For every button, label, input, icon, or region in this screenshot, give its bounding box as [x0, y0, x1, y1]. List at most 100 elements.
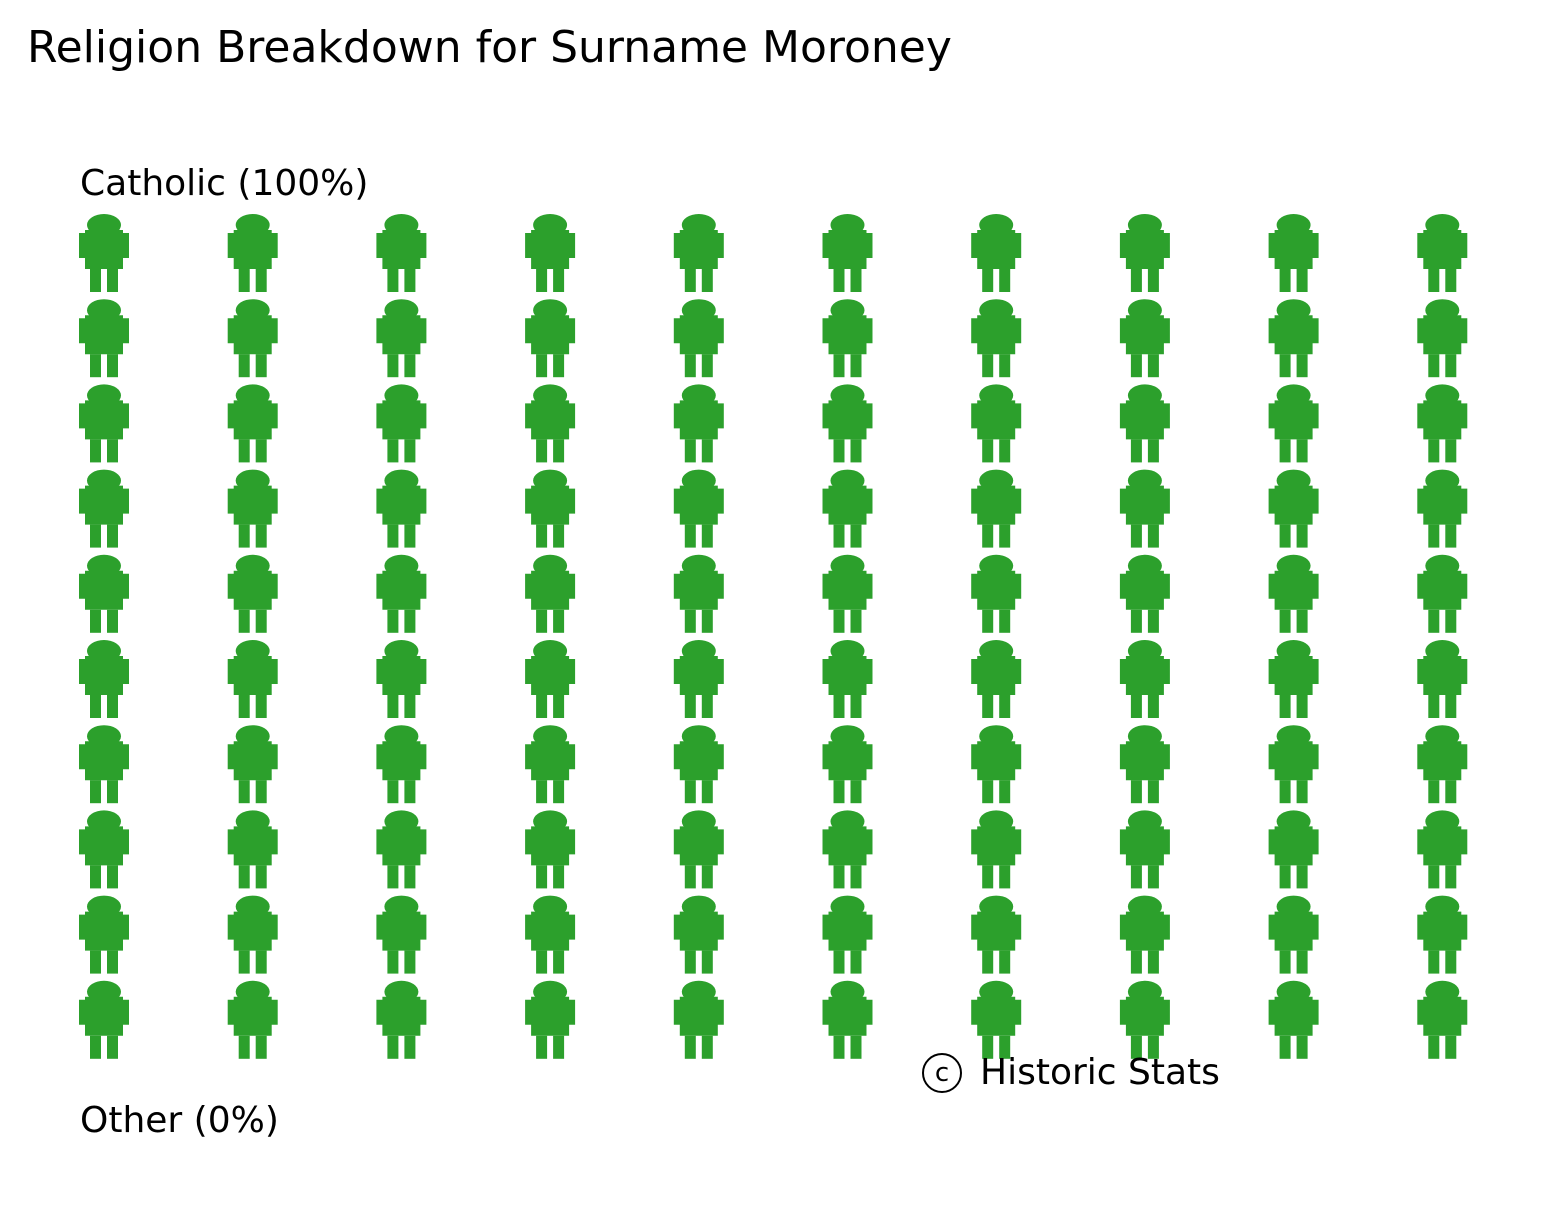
person-icon-catholic: [227, 725, 278, 804]
person-icon-catholic: [227, 384, 278, 463]
person-icon-catholic: [525, 980, 576, 1059]
person-icon-catholic: [376, 810, 427, 889]
chart-title: Religion Breakdown for Surname Moroney: [27, 22, 952, 73]
person-icon-catholic: [376, 980, 427, 1059]
credit-text: Historic Stats: [980, 1052, 1220, 1093]
copyright-icon: c: [922, 1053, 962, 1093]
person-icon-catholic: [79, 980, 129, 1059]
person-icon-catholic: [376, 725, 427, 804]
person-icon-catholic: [79, 895, 129, 974]
person-icon-catholic: [1119, 725, 1170, 804]
person-icon-catholic: [673, 980, 724, 1059]
person-icon-catholic: [822, 640, 873, 718]
person-icon-catholic: [376, 640, 427, 718]
person-icon-catholic: [822, 469, 873, 548]
person-icon-catholic: [79, 554, 129, 633]
person-icon-catholic: [1119, 810, 1170, 889]
person-icon-catholic: [971, 384, 1022, 463]
person-icon-catholic: [376, 469, 427, 548]
person-icon-catholic: [1417, 554, 1468, 633]
person-icon-catholic: [525, 895, 576, 974]
person-icon-catholic: [1119, 214, 1170, 292]
person-icon-catholic: [227, 554, 278, 633]
person-icon-catholic: [1119, 895, 1170, 974]
person-icon-catholic: [1417, 384, 1468, 463]
person-icon-catholic: [1417, 299, 1468, 378]
person-icon-catholic: [79, 640, 129, 718]
person-icon-catholic: [525, 640, 576, 718]
person-icon-catholic: [673, 299, 724, 378]
person-icon-catholic: [673, 810, 724, 889]
person-icon-catholic: [1268, 384, 1319, 463]
person-icon-catholic: [79, 299, 129, 378]
person-icon-catholic: [1417, 214, 1468, 292]
person-icon-catholic: [1268, 810, 1319, 889]
person-icon-catholic: [1268, 299, 1319, 378]
person-icon-catholic: [525, 214, 576, 292]
category-label-catholic: Catholic (100%): [80, 163, 369, 204]
person-icon-catholic: [525, 810, 576, 889]
person-icon-catholic: [1119, 469, 1170, 548]
person-icon-catholic: [1417, 810, 1468, 889]
person-icon-catholic: [1119, 980, 1170, 1059]
person-icon-catholic: [79, 725, 129, 804]
person-icon-catholic: [525, 725, 576, 804]
person-icon-catholic: [1417, 640, 1468, 718]
person-icon-catholic: [971, 469, 1022, 548]
person-icon-catholic: [673, 895, 724, 974]
person-icon-catholic: [227, 895, 278, 974]
person-icon-catholic: [971, 299, 1022, 378]
person-icon-catholic: [1417, 895, 1468, 974]
person-icon-catholic: [822, 725, 873, 804]
person-icon-catholic: [525, 469, 576, 548]
person-icon-catholic: [673, 554, 724, 633]
person-icon-catholic: [525, 554, 576, 633]
person-icon-catholic: [1417, 980, 1468, 1059]
person-icon-catholic: [673, 469, 724, 548]
person-icon-catholic: [525, 299, 576, 378]
person-icon-catholic: [227, 640, 278, 718]
person-icon-catholic: [822, 214, 873, 292]
person-icon-catholic: [1119, 554, 1170, 633]
person-icon-catholic: [1268, 214, 1319, 292]
person-icon-catholic: [1268, 725, 1319, 804]
person-icon-catholic: [79, 810, 129, 889]
person-icon-catholic: [1268, 895, 1319, 974]
person-icon-catholic: [822, 980, 873, 1059]
person-icon-catholic: [1268, 554, 1319, 633]
person-icon-catholic: [971, 640, 1022, 718]
person-icon-catholic: [1119, 299, 1170, 378]
person-icon-catholic: [673, 384, 724, 463]
person-icon-catholic: [79, 469, 129, 548]
person-icon-catholic: [822, 299, 873, 378]
person-icon-catholic: [822, 384, 873, 463]
person-icon-catholic: [79, 214, 129, 292]
person-icon-catholic: [1417, 469, 1468, 548]
person-icon-catholic: [1268, 980, 1319, 1059]
person-icon-catholic: [971, 980, 1022, 1059]
person-icon-catholic: [673, 640, 724, 718]
person-icon-catholic: [971, 895, 1022, 974]
person-icon-catholic: [822, 895, 873, 974]
person-icon-catholic: [822, 554, 873, 633]
category-label-other: Other (0%): [80, 1100, 279, 1141]
person-icon-catholic: [1268, 469, 1319, 548]
person-icon-catholic: [1119, 640, 1170, 718]
copyright-credit: c Historic Stats: [922, 1049, 1220, 1097]
person-icon-catholic: [971, 725, 1022, 804]
person-icon-catholic: [1417, 725, 1468, 804]
person-icon-catholic: [227, 810, 278, 889]
person-icon-catholic: [525, 384, 576, 463]
person-icon-catholic: [1119, 384, 1170, 463]
person-icon-catholic: [971, 554, 1022, 633]
person-icon-catholic: [227, 214, 278, 292]
person-icon-catholic: [673, 214, 724, 292]
person-icon-catholic: [376, 214, 427, 292]
person-icon-catholic: [227, 469, 278, 548]
person-icon-catholic: [79, 384, 129, 463]
person-icon-catholic: [227, 299, 278, 378]
person-icon-catholic: [971, 214, 1022, 292]
person-icon-catholic: [376, 384, 427, 463]
person-icon-catholic: [227, 980, 278, 1059]
